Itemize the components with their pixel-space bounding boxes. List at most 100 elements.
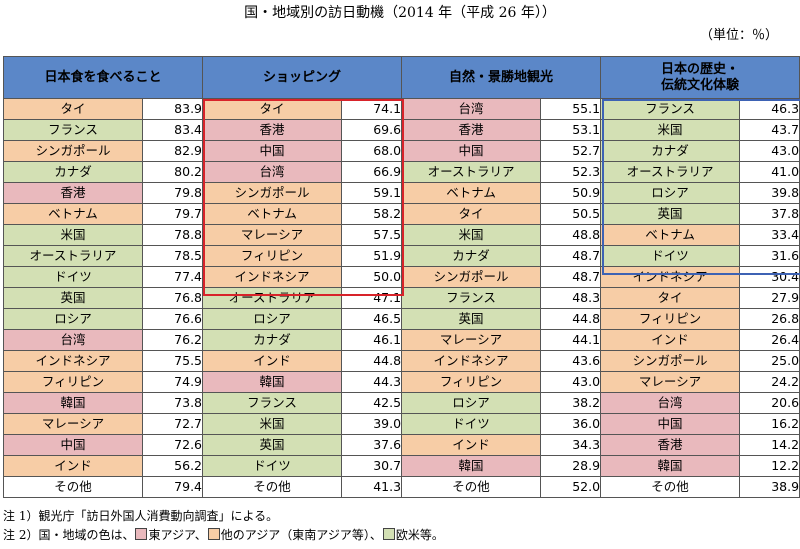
header-history-culture: 日本の歴史・ 伝統文化体験 xyxy=(600,56,800,99)
table-row: 韓国 73.8 フランス 42.5 ロシア 38.2 台湾 20.6 xyxy=(3,392,800,414)
value-cell: 44.3 xyxy=(341,371,403,393)
value-cell: 26.8 xyxy=(739,308,800,330)
table-row: 中国 72.6 英国 37.6 インド 34.3 香港 14.2 xyxy=(3,434,800,456)
value-cell: 76.2 xyxy=(141,329,204,351)
country-cell: その他 xyxy=(401,476,542,498)
value-cell: 34.3 xyxy=(540,434,602,456)
table-row: インド 56.2 ドイツ 30.7 韓国 28.9 韓国 12.2 xyxy=(3,455,800,477)
value-cell: 55.1 xyxy=(540,98,602,120)
value-cell: 78.5 xyxy=(141,245,204,267)
country-cell: その他 xyxy=(202,476,343,498)
header-japanese-food: 日本食を食べること xyxy=(2,56,204,99)
country-cell: マレーシア xyxy=(202,224,343,246)
value-cell: 46.5 xyxy=(341,308,403,330)
value-cell: 20.6 xyxy=(739,392,800,414)
table-row: ロシア 76.6 ロシア 46.5 英国 44.8 フィリピン 26.8 xyxy=(3,308,800,330)
country-cell: 香港 xyxy=(600,434,741,456)
country-cell: オーストラリア xyxy=(3,245,143,267)
value-cell: 75.5 xyxy=(141,350,204,372)
country-cell: 台湾 xyxy=(600,392,741,414)
table-row: ベトナム 79.7 ベトナム 58.2 タイ 50.5 英国 37.8 xyxy=(3,203,800,225)
country-cell: タイ xyxy=(600,287,741,309)
note-2-other: 他のアジア（東南アジア等）、 xyxy=(220,528,382,542)
value-cell: 59.1 xyxy=(341,182,403,204)
country-cell: マレーシア xyxy=(401,329,542,351)
value-cell: 52.7 xyxy=(540,140,602,162)
value-cell: 82.9 xyxy=(141,140,204,162)
value-cell: 52.3 xyxy=(540,161,602,183)
header-row: 日本食を食べること ショッピング 自然・景勝地観光 日本の歴史・ 伝統文化体験 xyxy=(2,56,800,99)
value-cell: 43.0 xyxy=(540,371,602,393)
value-cell: 83.9 xyxy=(141,98,204,120)
country-cell: インドネシア xyxy=(401,350,542,372)
value-cell: 74.1 xyxy=(341,98,403,120)
country-cell: ドイツ xyxy=(3,266,143,288)
value-cell: 53.1 xyxy=(540,119,602,141)
country-cell: カナダ xyxy=(202,329,343,351)
country-cell: フィリピン xyxy=(3,371,143,393)
value-cell: 30.4 xyxy=(739,266,800,288)
value-cell: 48.3 xyxy=(540,287,602,309)
value-cell: 51.9 xyxy=(341,245,403,267)
value-cell: 50.5 xyxy=(540,203,602,225)
value-cell: 41.3 xyxy=(341,476,403,498)
value-cell: 83.4 xyxy=(141,119,204,141)
country-cell: 英国 xyxy=(3,287,143,309)
value-cell: 44.1 xyxy=(540,329,602,351)
value-cell: 76.8 xyxy=(141,287,204,309)
value-cell: 72.6 xyxy=(141,434,204,456)
value-cell: 69.6 xyxy=(341,119,403,141)
table-row: シンガポール 82.9 中国 68.0 中国 52.7 カナダ 43.0 xyxy=(3,140,800,162)
country-cell: その他 xyxy=(3,476,143,498)
country-cell: シンガポール xyxy=(202,182,343,204)
value-cell: 79.4 xyxy=(141,476,204,498)
table-row: 英国 76.8 オーストラリア 47.1 フランス 48.3 タイ 27.9 xyxy=(3,287,800,309)
country-cell: 中国 xyxy=(202,140,343,162)
country-cell: 米国 xyxy=(3,224,143,246)
value-cell: 48.7 xyxy=(540,266,602,288)
country-cell: オーストラリア xyxy=(401,161,542,183)
country-cell: フランス xyxy=(600,98,741,120)
table-row: タイ 83.9 タイ 74.1 台湾 55.1 フランス 46.3 xyxy=(3,98,800,120)
country-cell: 香港 xyxy=(401,119,542,141)
value-cell: 78.8 xyxy=(141,224,204,246)
value-cell: 46.1 xyxy=(341,329,403,351)
country-cell: 中国 xyxy=(3,434,143,456)
country-cell: 香港 xyxy=(3,182,143,204)
motivation-table: 日本食を食べること ショッピング 自然・景勝地観光 日本の歴史・ 伝統文化体験 … xyxy=(2,56,800,498)
country-cell: ロシア xyxy=(401,392,542,414)
value-cell: 14.2 xyxy=(739,434,800,456)
country-cell: 台湾 xyxy=(3,329,143,351)
country-cell: マレーシア xyxy=(3,413,143,435)
value-cell: 79.7 xyxy=(141,203,204,225)
country-cell: 台湾 xyxy=(401,98,542,120)
table-row: マレーシア 72.7 米国 39.0 ドイツ 36.0 中国 16.2 xyxy=(3,413,800,435)
country-cell: インドネシア xyxy=(3,350,143,372)
header-nature-sightseeing: 自然・景勝地観光 xyxy=(401,56,602,99)
value-cell: 39.0 xyxy=(341,413,403,435)
value-cell: 16.2 xyxy=(739,413,800,435)
country-cell: フランス xyxy=(3,119,143,141)
value-cell: 24.2 xyxy=(739,371,800,393)
country-cell: シンガポール xyxy=(3,140,143,162)
country-cell: 米国 xyxy=(401,224,542,246)
country-cell: ドイツ xyxy=(202,455,343,477)
value-cell: 68.0 xyxy=(341,140,403,162)
value-cell: 43.7 xyxy=(739,119,800,141)
value-cell: 48.7 xyxy=(540,245,602,267)
value-cell: 12.2 xyxy=(739,455,800,477)
page-title: 国・地域別の訪日動機（2014 年（平成 26 年）） xyxy=(244,5,556,21)
table-row: カナダ 80.2 台湾 66.9 オーストラリア 52.3 オーストラリア 41.0 xyxy=(3,161,800,183)
country-cell: 中国 xyxy=(401,140,542,162)
unit-label: （単位：％） xyxy=(699,28,778,43)
country-cell: その他 xyxy=(600,476,741,498)
country-cell: 韓国 xyxy=(600,455,741,477)
table-row: ドイツ 77.4 インドネシア 50.0 シンガポール 48.7 インドネシア 30.4 xyxy=(3,266,800,288)
value-cell: 25.0 xyxy=(739,350,800,372)
country-cell: シンガポール xyxy=(401,266,542,288)
country-cell: ベトナム xyxy=(401,182,542,204)
east-asia-swatch xyxy=(135,528,148,540)
value-cell: 38.9 xyxy=(739,476,800,498)
note-2: 注 2）国・地域の色は、 東アジア、 他のアジア（東南アジア等）、 欧米等。 xyxy=(3,526,444,545)
note-1: 注 1）観光庁「訪日外国人消費動向調査」による。 xyxy=(3,509,279,523)
